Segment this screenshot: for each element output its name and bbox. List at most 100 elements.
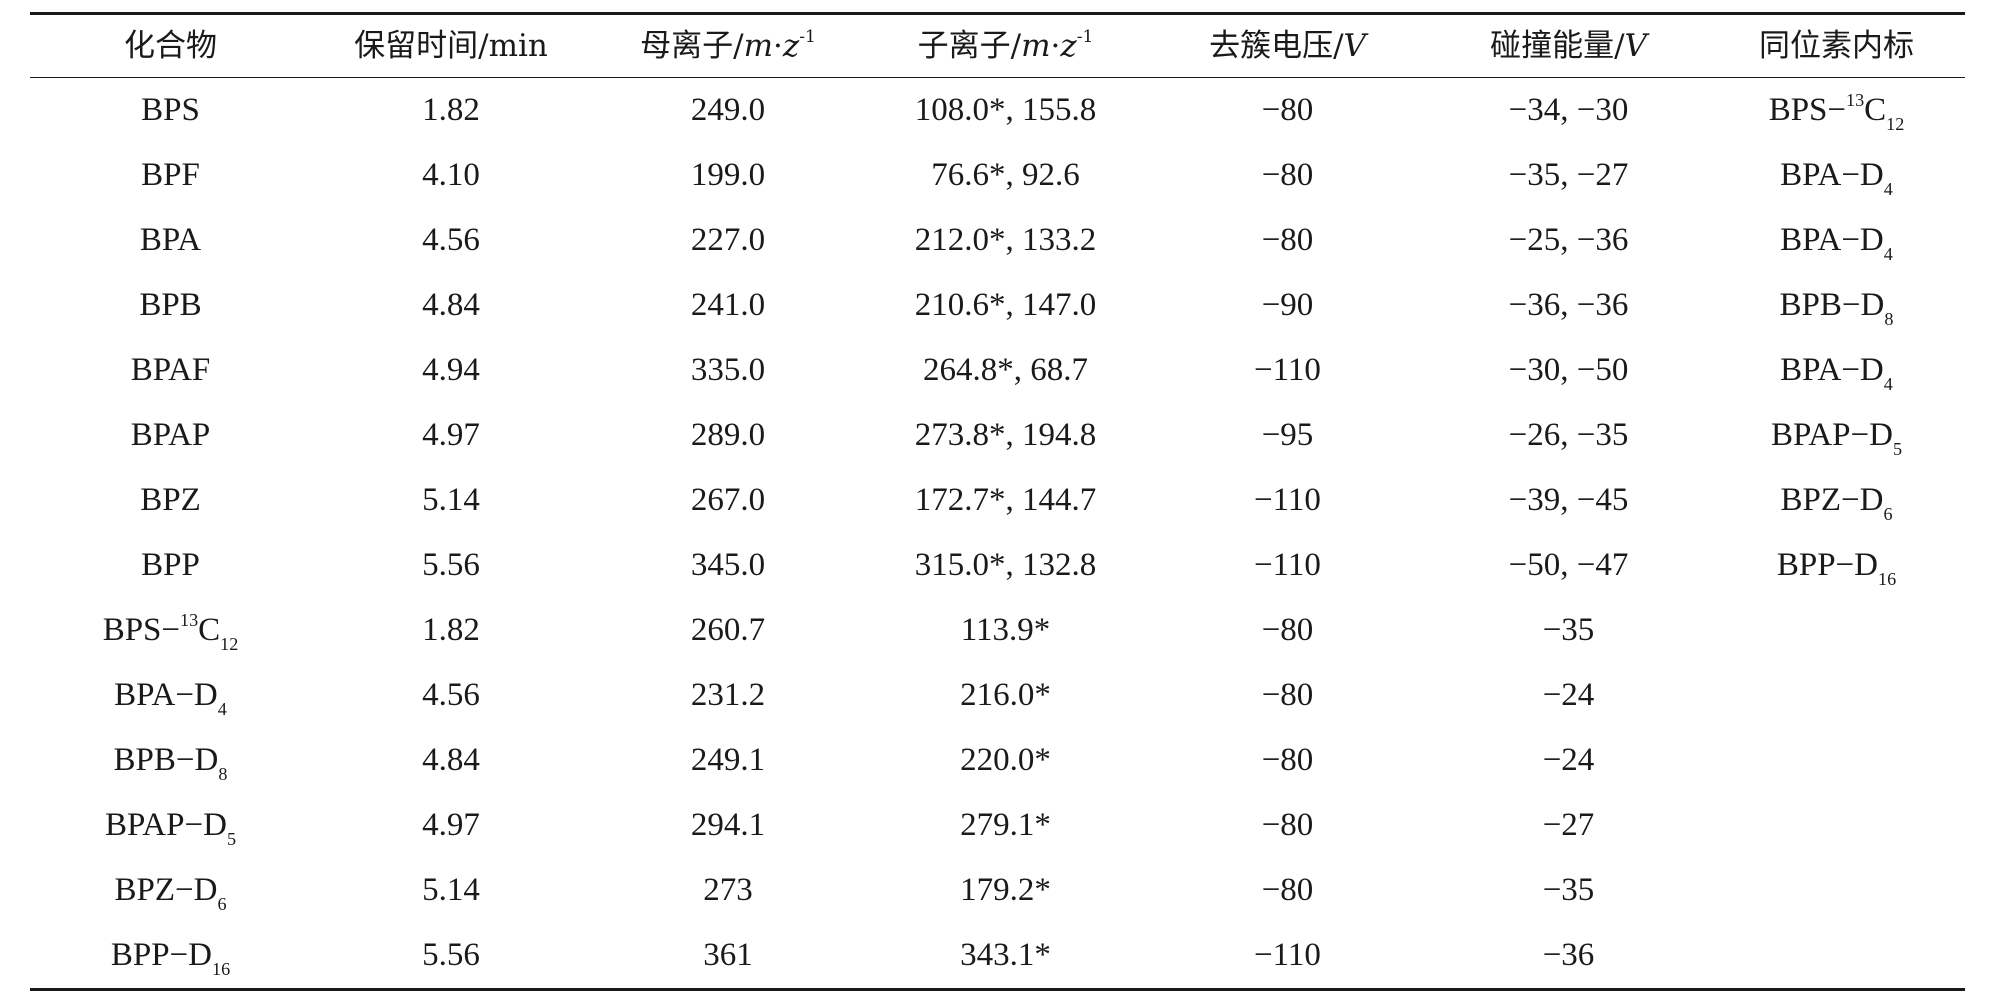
- cell-collision-energy: −34, −30: [1508, 92, 1629, 128]
- header-product-dot: ·: [1050, 27, 1061, 64]
- cell-product-ion: 343.1*: [960, 937, 1051, 973]
- table-row: BPZ 5.14 267.0 172.7*, 144.7 −110 −39, −45 BPZ…: [30, 468, 1965, 533]
- formula-sub: 4: [1883, 244, 1893, 265]
- header-dp-prefix: 去簇电压/: [1209, 27, 1344, 64]
- table-row: BPS−13C12 1.82 260.7 113.9* −80 −35: [30, 598, 1965, 663]
- cell-product-ion: 172.7*, 144.7: [914, 482, 1097, 518]
- formula-base: BPA: [139, 222, 202, 258]
- cell-product-ion: 220.0*: [960, 742, 1051, 778]
- cell-declustering-potential: −80: [1261, 612, 1314, 648]
- formula-isotope-sup: 13: [1846, 90, 1865, 111]
- formula-base: BPZ: [140, 482, 201, 518]
- cell-retention-time: 5.14: [422, 872, 480, 908]
- formula-sub: 6: [217, 894, 227, 915]
- cell-collision-energy: −35, −27: [1508, 157, 1629, 193]
- cell-product-ion: 108.0*, 155.8: [914, 92, 1097, 128]
- header-internal-standard: 同位素内标: [1759, 27, 1914, 64]
- header-product-prefix: 子离子/: [917, 27, 1022, 64]
- cell-declustering-potential: −110: [1254, 937, 1321, 973]
- cell-internal-standard: BPB−D8: [1708, 287, 1965, 329]
- cell-compound: BPAP: [30, 419, 311, 452]
- cell-compound: BPZ−D6: [30, 872, 311, 914]
- header-product-m: m: [1021, 27, 1051, 64]
- cell-retention-time: 4.97: [422, 417, 480, 453]
- formula-base: BPAP−D: [104, 807, 227, 843]
- cell-precursor-ion: 335.0: [690, 352, 766, 388]
- formula-base: BPB: [139, 287, 202, 323]
- cell-internal-standard: BPAP−D5: [1708, 419, 1965, 459]
- header-declustering-potential: 去簇电压/V: [1146, 27, 1429, 64]
- cell-precursor-ion: 249.1: [690, 742, 766, 778]
- formula-base: BPZ−D: [114, 872, 218, 908]
- formula-sub: 16: [212, 959, 231, 980]
- formula-sub: 8: [1884, 309, 1894, 330]
- formula-sub: 4: [1883, 179, 1893, 200]
- cell-collision-energy: −26, −35: [1508, 417, 1629, 453]
- cell-retention-time: 4.84: [422, 287, 480, 323]
- cell-compound: BPS−13C12: [30, 611, 311, 653]
- cell-retention-time: 4.56: [422, 222, 480, 258]
- cell-product-ion: 273.8*, 194.8: [914, 417, 1097, 453]
- header-dp-unit: V: [1343, 27, 1366, 64]
- formula-sub: 8: [218, 764, 228, 785]
- table-header-rule: [30, 77, 1965, 78]
- cell-compound: BPB−D8: [30, 744, 311, 784]
- cell-retention-time: 4.56: [422, 677, 480, 713]
- cell-declustering-potential: −95: [1261, 417, 1314, 453]
- table-body: BPS 1.82 249.0 108.0*, 155.8 −80 −34, −30 BPS−…: [30, 78, 1965, 988]
- formula-sub: 6: [1883, 504, 1893, 525]
- cell-declustering-potential: −110: [1254, 547, 1321, 583]
- cell-declustering-potential: −110: [1254, 482, 1321, 518]
- cell-compound: BPP: [30, 549, 311, 582]
- table-row: BPB 4.84 241.0 210.6*, 147.0 −90 −36, −36 BPB−…: [30, 273, 1965, 338]
- header-product-ion: 子离子/m·z-1: [865, 27, 1146, 64]
- formula-base: BPB−D: [1779, 287, 1885, 323]
- header-precursor-prefix: 母离子/: [640, 27, 744, 64]
- cell-declustering-potential: −80: [1261, 872, 1314, 908]
- cell-declustering-potential: −80: [1261, 92, 1314, 128]
- header-precursor-exp: -1: [799, 27, 816, 48]
- cell-collision-energy: −50, −47: [1508, 547, 1629, 583]
- formula-sub: 5: [1892, 439, 1903, 460]
- formula-base: BPAP: [130, 417, 211, 453]
- cell-retention-time: 4.84: [422, 742, 480, 778]
- cell-precursor-ion: 289.0: [690, 417, 766, 453]
- cell-retention-time: 1.82: [422, 612, 480, 648]
- table-header-row: 化合物 保留时间/min 母离子/m·z-1 子离子/m·z-1 去簇电压/V …: [30, 15, 1965, 77]
- cell-retention-time: 5.56: [422, 547, 480, 583]
- cell-compound: BPF: [30, 159, 311, 192]
- cell-internal-standard: BPA−D4: [1708, 222, 1965, 264]
- cell-internal-standard: BPS−13C12: [1708, 91, 1965, 133]
- cell-compound: BPP−D16: [30, 939, 311, 979]
- cell-declustering-potential: −80: [1261, 222, 1314, 258]
- cell-product-ion: 210.6*, 147.0: [914, 287, 1097, 323]
- table-row: BPAP−D5 4.97 294.1 279.1* −80 −27: [30, 793, 1965, 858]
- cell-compound: BPAF: [30, 354, 311, 387]
- cell-precursor-ion: 260.7: [690, 612, 766, 648]
- cell-precursor-ion: 294.1: [690, 807, 766, 843]
- cell-product-ion: 76.6*, 92.6: [931, 157, 1080, 193]
- cell-internal-standard: BPA−D4: [1708, 159, 1965, 199]
- cell-product-ion: 179.2*: [960, 872, 1051, 908]
- header-precursor-dot: ·: [773, 27, 783, 64]
- formula-base: BPA−D: [1780, 222, 1884, 258]
- cell-collision-energy: −24: [1542, 742, 1595, 778]
- header-retention-time: 保留时间/min: [354, 27, 548, 64]
- cell-collision-energy: −24: [1542, 677, 1595, 713]
- cell-product-ion: 212.0*, 133.2: [914, 222, 1097, 258]
- cell-declustering-potential: −80: [1261, 742, 1314, 778]
- cell-compound: BPAP−D5: [30, 807, 311, 849]
- cell-precursor-ion: 199.0: [690, 157, 766, 193]
- formula-base: BPS−: [1768, 92, 1847, 128]
- header-ce-unit: V: [1624, 27, 1647, 64]
- cell-declustering-potential: −80: [1261, 157, 1314, 193]
- header-compound: 化合物: [124, 27, 217, 64]
- cell-precursor-ion: 231.2: [690, 677, 766, 713]
- header-product-exp: -1: [1076, 27, 1094, 48]
- formula-base: BPP: [141, 547, 200, 583]
- table-row: BPP−D16 5.56 361 343.1* −110 −36: [30, 923, 1965, 988]
- cell-precursor-ion: 273: [703, 872, 753, 908]
- cell-declustering-potential: −110: [1254, 352, 1321, 388]
- cell-collision-energy: −30, −50: [1508, 352, 1629, 388]
- header-precursor-z: z: [782, 27, 800, 64]
